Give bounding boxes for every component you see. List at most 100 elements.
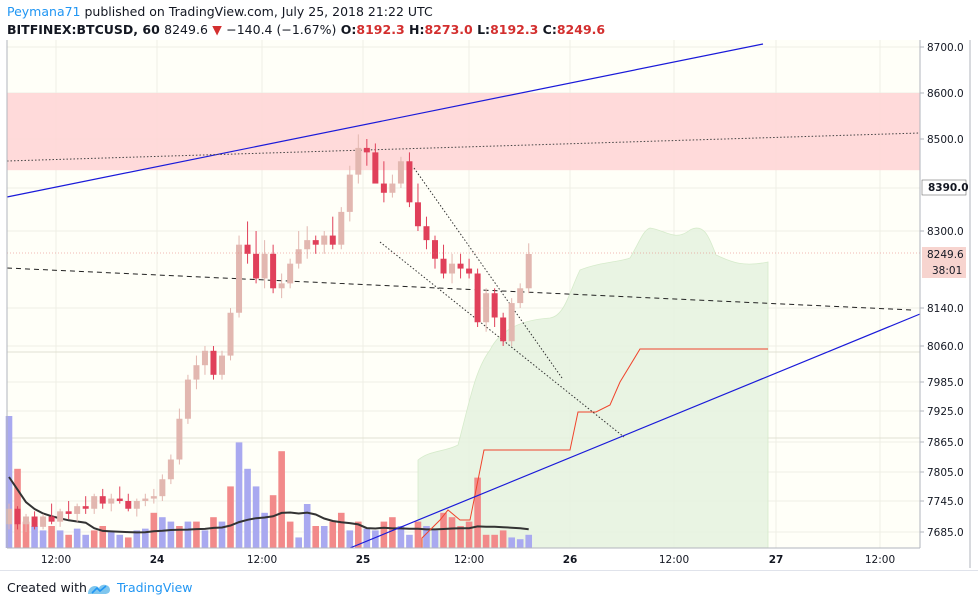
volume-bar [48, 526, 55, 548]
candle-body [219, 355, 225, 375]
author-link[interactable]: Peymana71 [7, 4, 81, 19]
candle-body [57, 511, 64, 522]
volume-bar [397, 526, 405, 548]
volume-bar [363, 528, 371, 548]
publish-line: Peymana71 published on TradingView.com, … [7, 4, 433, 19]
volume-bar [346, 530, 354, 548]
volume-bar [22, 521, 30, 548]
volume-bar [82, 534, 89, 548]
upper-channel-line [6, 43, 764, 198]
time-tick-label: 27 [769, 554, 784, 566]
footer: Created with TradingView [0, 570, 978, 606]
price-tick-label: 7805.0 [927, 467, 964, 479]
candle-body [372, 152, 379, 184]
candle-body [508, 303, 515, 342]
candle-body [525, 254, 532, 289]
candle-body [397, 161, 404, 184]
low-label: L: [477, 22, 491, 37]
wedge-lower-line [379, 241, 625, 438]
candle-body [31, 516, 38, 527]
ichimoku-cloud [417, 227, 769, 549]
candle-body [312, 240, 319, 245]
high-value: 8273.0 [424, 22, 473, 37]
countdown-text: 38:01 [932, 265, 962, 277]
wedge-upper-line [413, 167, 563, 379]
candle-body [287, 263, 294, 284]
volume-bar [184, 521, 192, 548]
volume-bar [39, 530, 47, 548]
drawn-trendlines [6, 43, 921, 549]
volume-bar [218, 521, 226, 548]
tradingview-brand-link[interactable]: TradingView [117, 580, 193, 595]
volume-bar [482, 534, 490, 548]
price-chart[interactable]: 8700.0 8600.0 8500.0 8300.0 8140.0 8060.0 7985… [0, 0, 978, 570]
candle-body [142, 498, 149, 501]
candle-body [176, 418, 183, 460]
price-tick-label: 8500.0 [927, 134, 964, 146]
candle-body [423, 226, 430, 241]
baseline-step-line [421, 348, 768, 548]
volume-bar [389, 517, 396, 548]
volume-bar [295, 537, 302, 548]
candle-body [304, 240, 311, 250]
candle-body [440, 258, 447, 274]
volume-bar [235, 442, 243, 548]
candle-body [295, 249, 302, 264]
time-tick-label: 12:00 [454, 554, 484, 566]
candle-body [457, 263, 464, 269]
candle-body [6, 508, 12, 525]
candle-body [474, 273, 481, 323]
candle-body [414, 202, 421, 227]
dashed-mid-line [6, 267, 913, 311]
candle-body [500, 317, 507, 342]
volume-bar [491, 534, 498, 548]
candle-body [167, 459, 174, 480]
volume-bar [167, 521, 175, 548]
volume-bar [406, 534, 413, 548]
lower-channel-line [349, 313, 921, 549]
candle-body [108, 498, 115, 504]
volume-bar [73, 528, 81, 548]
price-tick-label: 8060.0 [927, 341, 964, 353]
volume-bar [90, 530, 98, 548]
volume-bar [124, 537, 132, 548]
candle-body [449, 263, 456, 274]
candle-body [236, 244, 243, 313]
price-tick-label: 7745.0 [927, 496, 964, 508]
candle-body [227, 312, 234, 356]
candle-body [193, 365, 200, 380]
candle-body [517, 288, 524, 304]
candle-body [261, 253, 268, 279]
candle-body [278, 283, 285, 289]
volume-bar [244, 468, 251, 548]
candle-body [483, 293, 490, 323]
created-with-text: Created with [7, 580, 87, 595]
volume-bar [278, 451, 285, 548]
time-tick-label: 25 [356, 554, 371, 566]
candle-body [466, 268, 473, 274]
candle-body [201, 350, 208, 366]
price-tick-label: 7865.0 [927, 437, 964, 449]
volume-bar [414, 521, 422, 548]
candle-body [380, 183, 387, 193]
candle-body [270, 253, 277, 289]
symbol-label: BITFINEX:BTCUSD, 60 [7, 22, 160, 37]
candle-body [99, 496, 106, 504]
close-value: 8249.6 [556, 22, 606, 37]
low-value: 8192.3 [490, 22, 539, 37]
volume-bar [269, 495, 277, 548]
volume-bar [431, 530, 439, 548]
candle-body [244, 244, 251, 254]
price-badge-text: 8390.0 [928, 182, 969, 194]
close-label: C: [542, 22, 557, 37]
candle-body [65, 511, 72, 514]
candle-body [40, 516, 47, 527]
candle-body [389, 183, 396, 193]
price-tick-label: 8600.0 [927, 88, 964, 100]
candle-body [210, 350, 217, 375]
tradingview-logo-icon [88, 584, 110, 594]
open-label: O: [340, 22, 357, 37]
volume-bar [261, 512, 268, 548]
candle-body [184, 379, 191, 419]
volume-bar [525, 534, 533, 548]
